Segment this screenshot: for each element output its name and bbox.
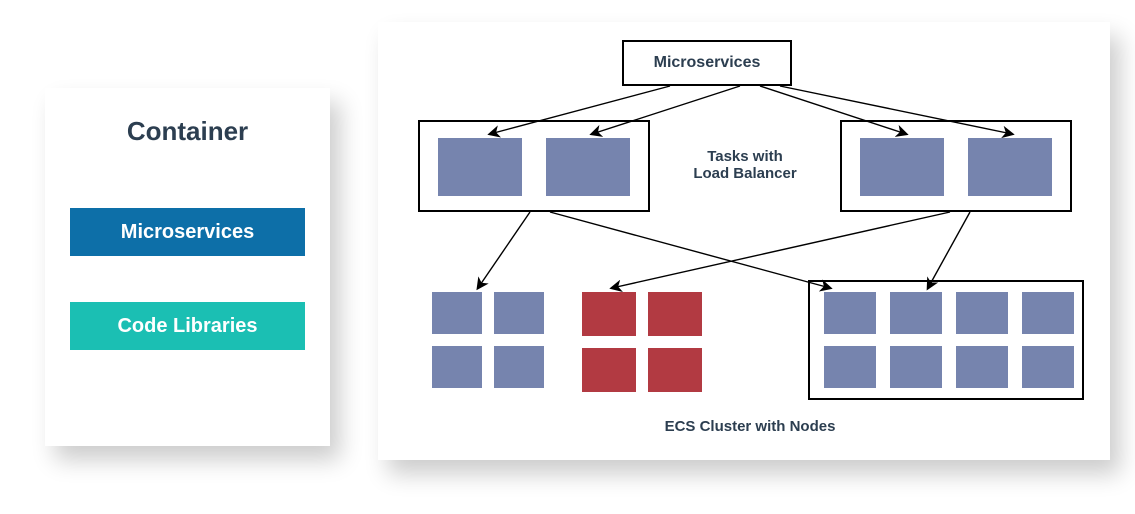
node-right-8: [1022, 346, 1074, 388]
task-right-cell-2: [968, 138, 1052, 196]
node-left-7: [582, 348, 636, 392]
node-left-5: [432, 346, 482, 388]
node-right-4: [1022, 292, 1074, 334]
node-left-4: [648, 292, 702, 336]
task-left-cell-1: [438, 138, 522, 196]
microservices-box: Microservices: [70, 208, 305, 256]
node-right-2: [890, 292, 942, 334]
node-right-6: [890, 346, 942, 388]
node-right-1: [824, 292, 876, 334]
node-left-2: [494, 292, 544, 334]
node-left-3: [582, 292, 636, 336]
ecs-cluster-label: ECS Cluster with Nodes: [580, 418, 920, 435]
microservices-label: Microservices: [121, 221, 254, 244]
task-right-cell-1: [860, 138, 944, 196]
container-title: Container: [45, 116, 330, 147]
microservices-title-box: Microservices: [622, 40, 792, 86]
code-libraries-box: Code Libraries: [70, 302, 305, 350]
code-libraries-label: Code Libraries: [117, 315, 257, 338]
node-right-3: [956, 292, 1008, 334]
node-left-6: [494, 346, 544, 388]
node-left-1: [432, 292, 482, 334]
task-left-cell-2: [546, 138, 630, 196]
tasks-label: Tasks with Load Balancer: [660, 148, 830, 182]
node-right-7: [956, 346, 1008, 388]
node-right-5: [824, 346, 876, 388]
microservices-title-label: Microservices: [654, 54, 761, 72]
node-left-8: [648, 348, 702, 392]
